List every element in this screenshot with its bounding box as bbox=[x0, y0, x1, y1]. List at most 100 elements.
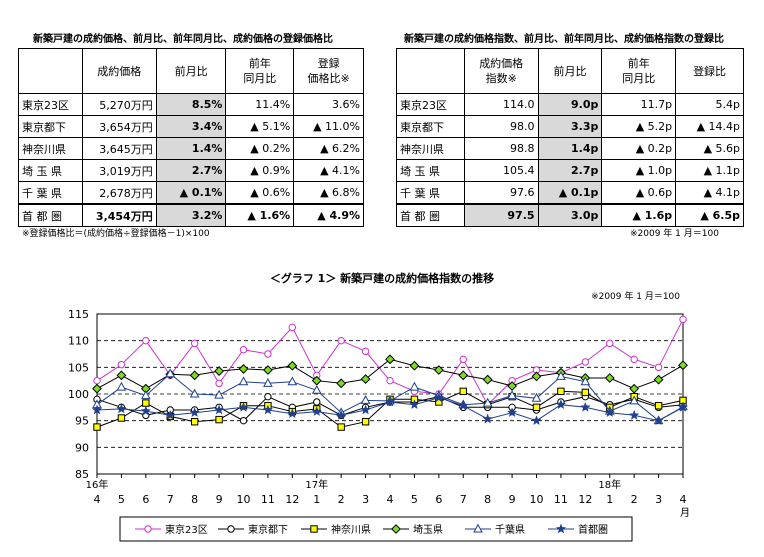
data-point bbox=[140, 405, 152, 416]
x-tick-label: 4 bbox=[387, 493, 394, 506]
reg-cell: 5.4p bbox=[675, 93, 744, 116]
mom-cell: 3.0p bbox=[537, 203, 603, 227]
table-row: 東京都下 3,654万円 3.4% ▲ 5.1% ▲ 11.0% bbox=[18, 115, 364, 138]
data-point bbox=[238, 376, 249, 386]
data-point bbox=[311, 375, 322, 386]
data-point bbox=[264, 392, 272, 401]
data-point bbox=[433, 392, 445, 403]
data-point bbox=[361, 418, 370, 426]
price-cell: 5,270万円 bbox=[81, 93, 157, 116]
data-point bbox=[677, 401, 689, 412]
yoy-cell: ▲ 0.2% bbox=[225, 137, 295, 160]
legend-marker bbox=[144, 525, 152, 533]
area-cell: 東京都下 bbox=[396, 115, 465, 138]
mom-cell: 3.3p bbox=[537, 115, 603, 138]
y-tick-label: 100 bbox=[68, 388, 89, 401]
x-tick-label: 10 bbox=[237, 493, 251, 506]
legend-label: 首都圏 bbox=[578, 523, 608, 536]
price-cell: 3,645万円 bbox=[81, 137, 157, 160]
data-point bbox=[311, 406, 323, 417]
data-point bbox=[409, 399, 420, 410]
data-point bbox=[580, 401, 591, 412]
mom-cell: 8.5% bbox=[155, 93, 227, 116]
x-tick-label: 9 bbox=[509, 493, 516, 506]
legend-label: 神奈川県 bbox=[331, 523, 371, 536]
data-point bbox=[556, 371, 566, 380]
y-tick-label: 105 bbox=[68, 361, 89, 374]
yoy-cell: ▲ 1.6p bbox=[601, 203, 677, 227]
header-reg: 登録比 bbox=[675, 48, 744, 94]
data-point bbox=[581, 388, 590, 397]
total-row: 首 都 圏 3,454万円 3.2% ▲ 1.6% ▲ 4.9% bbox=[18, 203, 364, 227]
data-point bbox=[384, 396, 396, 407]
x-tick-label: 3 bbox=[655, 493, 662, 506]
data-point bbox=[361, 347, 370, 356]
data-point bbox=[214, 389, 224, 399]
data-point bbox=[457, 400, 469, 411]
x-tick-label: 2 bbox=[338, 493, 345, 506]
mom-cell: 2.7p bbox=[537, 159, 603, 182]
legend-marker bbox=[555, 523, 567, 534]
data-point bbox=[116, 370, 127, 381]
header-mom: 前月比 bbox=[155, 48, 227, 94]
table-row: 東京23区 5,270万円 8.5% 11.4% 3.6% bbox=[18, 93, 364, 116]
data-point bbox=[91, 404, 103, 415]
header-mom: 前月比 bbox=[537, 48, 603, 94]
data-point bbox=[482, 374, 493, 385]
x-tick-label: 10 bbox=[530, 493, 544, 506]
data-point bbox=[653, 415, 664, 426]
x-tick-label: 12 bbox=[578, 493, 592, 506]
index-cell: 97.6 bbox=[463, 181, 539, 205]
legend-label: 東京都下 bbox=[248, 523, 288, 536]
data-point bbox=[506, 407, 518, 418]
reg-cell: ▲ 6.5p bbox=[675, 203, 744, 227]
x-tick-label: 3 bbox=[362, 493, 369, 506]
data-point bbox=[238, 401, 249, 412]
data-point bbox=[311, 384, 322, 394]
data-point bbox=[313, 398, 321, 406]
data-point bbox=[263, 365, 273, 375]
data-point bbox=[459, 355, 467, 364]
index-cell: 97.5 bbox=[463, 203, 539, 227]
y-tick-label: 115 bbox=[68, 308, 89, 321]
index-cell: 105.4 bbox=[463, 159, 539, 182]
data-point bbox=[409, 381, 420, 391]
data-point bbox=[215, 379, 223, 388]
table-row: 埼 玉 県 105.4 2.7p ▲ 1.0p ▲ 1.1p bbox=[396, 159, 744, 182]
price-cell: 3,654万円 bbox=[81, 115, 157, 138]
data-point bbox=[190, 418, 199, 426]
yoy-cell: ▲ 5.2p bbox=[601, 115, 677, 138]
data-point bbox=[360, 395, 371, 404]
legend-label: 千葉県 bbox=[495, 523, 525, 536]
data-point bbox=[287, 408, 298, 419]
yoy-cell: 11.4% bbox=[225, 93, 295, 116]
data-point bbox=[164, 409, 176, 420]
area-cell: 東京23区 bbox=[396, 93, 465, 116]
year-label: 16年 bbox=[86, 478, 109, 491]
yoy-cell: ▲ 0.2p bbox=[601, 137, 677, 160]
x-tick-label: 9 bbox=[216, 493, 223, 506]
x-tick-label: 6 bbox=[435, 493, 442, 506]
reg-cell: ▲ 11.0% bbox=[293, 115, 364, 138]
data-point bbox=[409, 360, 420, 371]
data-point bbox=[116, 381, 127, 391]
data-point bbox=[337, 336, 345, 345]
table-row: 埼 玉 県 3,019万円 2.7% ▲ 0.9% ▲ 4.1% bbox=[18, 159, 364, 182]
table2-title: 新築戸建の成約価格指数、前月比、前年同月比、成約価格指数の登録比 bbox=[404, 34, 724, 45]
table1-note: ※登録価格比＝(成約価格÷登録価格－1)×100 bbox=[22, 229, 210, 239]
yoy-cell: ▲ 0.9% bbox=[225, 159, 295, 182]
data-point bbox=[629, 395, 640, 405]
table2-note: ※2009 年 1 月＝100 bbox=[630, 229, 719, 239]
data-point bbox=[214, 366, 224, 376]
price-cell: 2,678万円 bbox=[81, 181, 157, 205]
data-point bbox=[459, 387, 467, 396]
x-tick-label: 2 bbox=[631, 493, 638, 506]
reg-cell: ▲ 14.4p bbox=[675, 115, 744, 138]
data-point bbox=[264, 350, 272, 358]
legend-label: 埼玉県 bbox=[413, 523, 443, 536]
area-cell: 埼 玉 県 bbox=[18, 159, 83, 182]
data-point bbox=[531, 371, 542, 382]
chart-note: ※2009 年 1 月＝100 bbox=[591, 290, 680, 302]
y-tick-label: 85 bbox=[75, 468, 89, 481]
data-point bbox=[433, 365, 444, 375]
